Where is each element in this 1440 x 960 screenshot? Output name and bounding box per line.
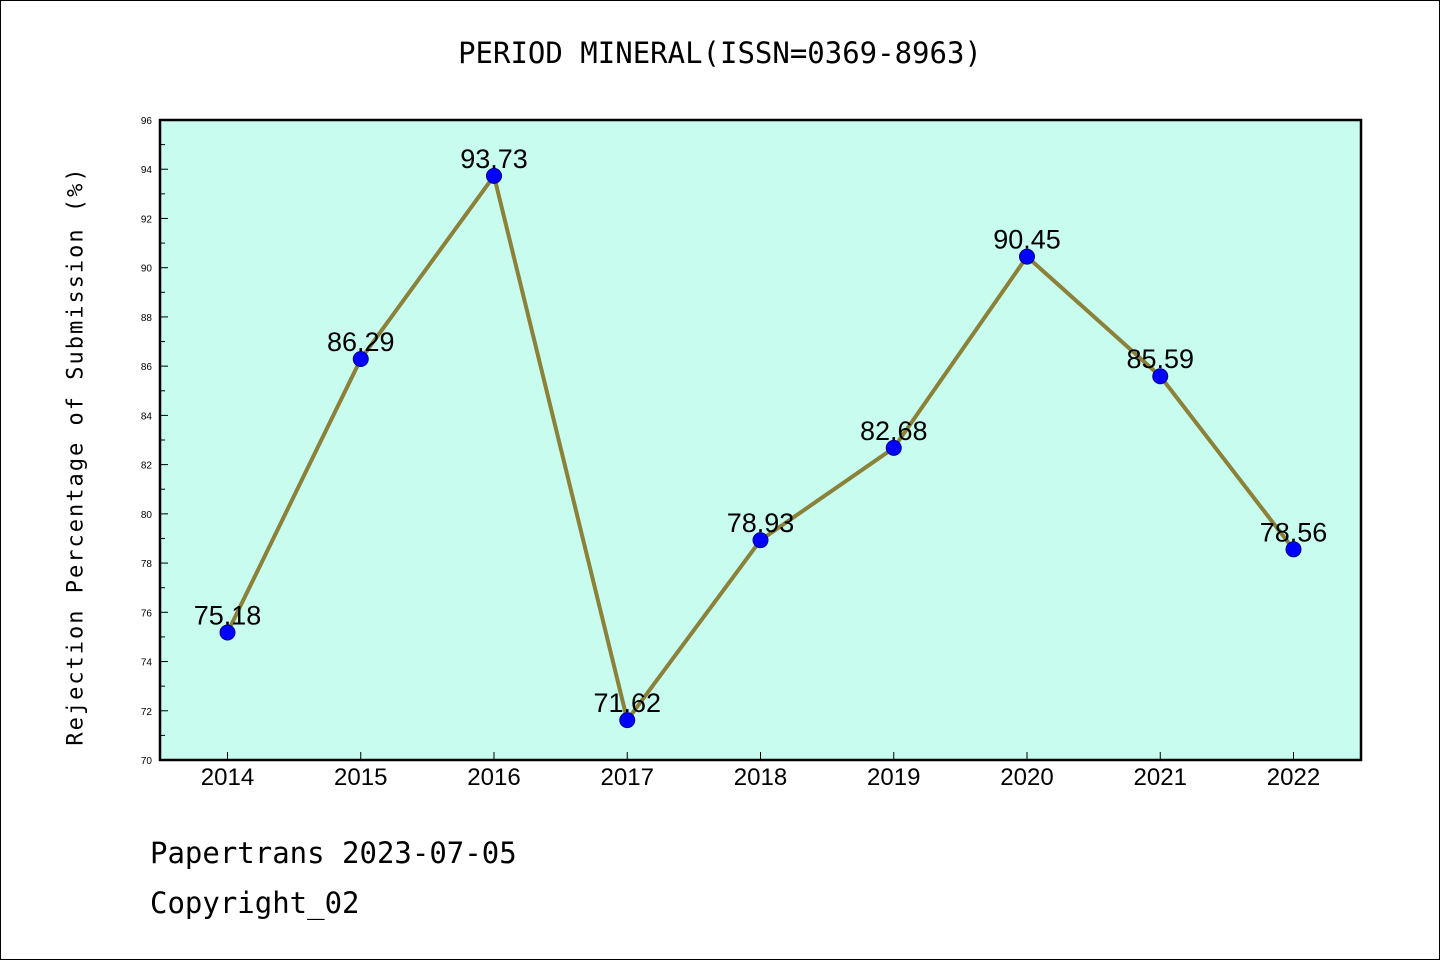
data-label: 90.45 (993, 225, 1061, 255)
x-tick-label: 2019 (867, 764, 920, 791)
data-label: 93.73 (460, 144, 528, 174)
x-tick-label: 2017 (601, 764, 654, 791)
plot-border (158, 118, 1363, 762)
x-tick-label: 2014 (201, 764, 254, 791)
x-tick-label: 2022 (1267, 764, 1320, 791)
y-tick-label: 78 (141, 559, 153, 570)
data-point (1152, 368, 1169, 385)
y-tick-label: 76 (141, 608, 153, 619)
data-point (1285, 541, 1302, 558)
data-label: 75.18 (194, 600, 262, 630)
data-label: 82.68 (860, 416, 928, 446)
y-tick-label: 92 (141, 214, 153, 225)
x-tick-label: 2015 (334, 764, 387, 791)
data-label: 78.93 (727, 508, 795, 538)
data-point (219, 624, 236, 641)
y-tick-label: 86 (141, 362, 153, 373)
data-label: 71.62 (593, 688, 661, 718)
x-tick-label: 2021 (1134, 764, 1187, 791)
footer-copyright: Copyright_02 (150, 886, 360, 920)
y-tick-label: 82 (141, 461, 153, 472)
y-tick-label: 94 (141, 165, 153, 176)
plot-area (160, 120, 1361, 760)
x-tick-label: 2018 (734, 764, 787, 791)
data-point (486, 167, 502, 184)
data-point (752, 532, 769, 549)
data-point (619, 712, 636, 729)
x-tick-label: 2016 (467, 764, 520, 791)
y-tick-label: 88 (141, 313, 153, 324)
y-tick-label: 72 (141, 707, 153, 718)
y-tick-label: 74 (141, 658, 153, 669)
y-tick-label: 84 (141, 411, 153, 422)
data-label: 78.56 (1260, 517, 1328, 547)
footer-source: Papertrans 2023-07-05 (150, 836, 517, 870)
data-label: 85.59 (1126, 344, 1194, 374)
data-point (352, 351, 369, 368)
y-tick-label: 90 (141, 264, 153, 275)
x-tick-label: 2020 (1000, 764, 1053, 791)
y-tick-label: 80 (141, 510, 153, 521)
data-point (1019, 248, 1035, 265)
data-point (885, 439, 902, 456)
y-tick-label: 96 (141, 116, 153, 127)
data-label: 86.29 (327, 327, 395, 357)
chart-title: PERIOD MINERAL(ISSN=0369-8963) (458, 36, 982, 70)
y-tick-label: 70 (141, 756, 153, 767)
